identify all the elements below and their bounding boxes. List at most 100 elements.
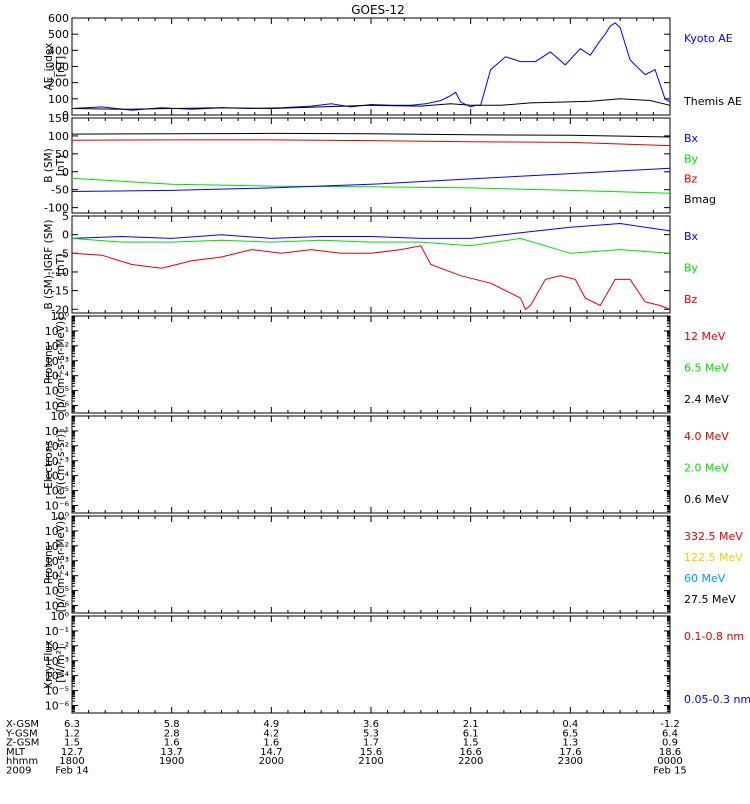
ephemeris-value: 1800 (59, 756, 84, 767)
ephemeris-value: 6.4 (662, 728, 678, 739)
legend-entry: 122.5 MeV (684, 551, 743, 564)
y-axis-label: Xray Flux (43, 640, 55, 689)
y-tick-label: -50 (51, 184, 69, 197)
plot-frame (71, 117, 671, 214)
y-axis-label: [nT] (55, 155, 67, 176)
y-tick-label: 10⁻⁴ (45, 470, 70, 483)
y-tick-label: 10⁻³ (45, 455, 69, 468)
ephemeris-value: 0.4 (562, 719, 578, 730)
legend-entry: 0.6 MeV (684, 493, 729, 506)
ephemeris-row-label: Y-GSM (5, 728, 38, 739)
panel-2: -100 -50 0 50 100 150 B (SM) [nT] Bx By Bz Bmag (43, 112, 716, 215)
y-tick-label: -10 (51, 266, 69, 279)
legend-entry: 4.0 MeV (684, 430, 729, 443)
panel-1: 0 100 200 300 400 500 600 AE_index [nT] Kyoto AE T… (43, 12, 742, 122)
panel-3: -20 -15 -10 -5 0 5 B (SM)-IGRF (SM) [nT] Bx By Bz (43, 210, 699, 316)
y-tick-label: 100 (48, 93, 69, 106)
y-tick-label: 5 (62, 210, 69, 223)
ephemeris-value: Feb 15 (653, 766, 687, 777)
ephemeris-value: 13.7 (161, 747, 183, 758)
y-tick-label: 50 (55, 148, 69, 161)
ephemeris-value: 2200 (458, 756, 483, 767)
ephemeris-value: 5.3 (363, 728, 379, 739)
y-axis-label: [nT] (55, 254, 67, 275)
y-tick-label: -5 (58, 247, 69, 260)
series-line-kyoto-ae (71, 22, 671, 111)
y-axis-label: [nT] (55, 56, 67, 77)
ephemeris-value: 2.8 (164, 728, 180, 739)
y-axis-label: B (SM) (43, 148, 55, 182)
y-tick-label: 10⁰ (51, 610, 70, 623)
chart-title: GOES-12 (351, 3, 405, 17)
ephemeris-value: 2100 (358, 756, 383, 767)
plot-frame (71, 415, 671, 514)
legend-entry: 27.5 MeV (684, 593, 736, 606)
y-tick-label: 10⁻¹ (45, 425, 69, 438)
ephemeris-value: Feb 14 (55, 766, 89, 777)
ephemeris-value: 2300 (558, 756, 583, 767)
y-tick-label: 200 (48, 77, 69, 90)
panel-6: 10⁰ 10⁻¹ 10⁻² 10⁻³ 10⁻⁴ 10⁻⁵ 10⁻⁶ Protons [p/(cm… (43, 510, 743, 614)
y-tick-label: 10⁻⁵ (45, 485, 69, 498)
y-tick-label: 0 (62, 166, 69, 179)
y-tick-label: 10⁻³ (45, 555, 69, 568)
ephemeris-value: 1.6 (164, 738, 180, 749)
ephemeris-value: 18.6 (659, 747, 681, 758)
y-axis-label: Protons (43, 345, 55, 384)
y-tick-label: 10⁻¹ (45, 625, 69, 638)
y-tick-label: 10⁻⁶ (45, 400, 70, 413)
y-tick-label: 150 (48, 112, 69, 125)
ephemeris-value: 1.6 (263, 738, 279, 749)
ephemeris-value: 1900 (159, 756, 184, 767)
y-tick-label: 400 (48, 44, 69, 57)
y-tick-label: 10⁻¹ (45, 525, 69, 538)
legend-entry: 0.1-0.8 nm (684, 630, 744, 643)
series-line-bx (71, 222, 671, 239)
ephemeris-row-label: X-GSM (6, 719, 39, 730)
ephemeris-row-label: MLT (6, 747, 26, 758)
y-tick-label: 10⁻⁵ (45, 385, 69, 398)
plot-frame (71, 17, 671, 116)
ephemeris-value: 3.6 (363, 719, 379, 730)
ephemeris-value: 0.9 (662, 738, 678, 749)
y-tick-label: 500 (48, 28, 69, 41)
series-line-bz (71, 139, 671, 147)
legend-entry: Kyoto AE (684, 32, 733, 45)
y-tick-label: 10⁰ (51, 310, 70, 323)
ephemeris-value: 15.6 (360, 747, 382, 758)
legend-entry: Bx (684, 230, 699, 243)
legend-entry: Bmag (684, 193, 716, 206)
y-tick-label: 10⁻⁴ (45, 670, 70, 683)
ephemeris-value: 5.8 (164, 719, 180, 730)
ephemeris-value: 2.1 (463, 719, 479, 730)
legend-entry: 2.4 MeV (684, 393, 729, 406)
ephemeris-value: -1.2 (660, 719, 680, 730)
y-tick-label: 0 (62, 229, 69, 242)
series-line-bz (71, 245, 671, 311)
y-tick-label: -15 (51, 285, 69, 298)
legend-entry: Bz (684, 293, 698, 306)
y-tick-label: 300 (48, 61, 69, 74)
legend-entry: 6.5 MeV (684, 362, 729, 375)
ephemeris-row-label: Z-GSM (6, 738, 39, 749)
y-axis-label: Protons (43, 545, 55, 584)
ephemeris-row-label: 2009 (6, 766, 31, 777)
legend-entry: By (684, 262, 699, 275)
ephemeris-value: 6.1 (463, 728, 479, 739)
ephemeris-value: 1.7 (363, 738, 379, 749)
y-tick-label: 10⁻⁵ (45, 585, 69, 598)
y-tick-label: 10⁻² (45, 440, 69, 453)
plot-frame (71, 515, 671, 614)
series-line-bmag (71, 132, 671, 138)
legend-entry: 0.05-0.3 nm (684, 693, 750, 706)
legend-entry: 60 MeV (684, 572, 726, 585)
y-tick-label: 0 (62, 109, 69, 122)
ephemeris-value: 6.3 (64, 719, 80, 730)
y-tick-label: -20 (51, 303, 69, 316)
legend-entry: Bx (684, 132, 699, 145)
series-line-bx (71, 167, 671, 192)
y-tick-label: 10⁻⁵ (45, 685, 69, 698)
y-axis-label: AE_index (43, 43, 55, 91)
y-tick-label: 10⁻¹ (45, 325, 69, 338)
ephemeris-value: 0000 (657, 756, 682, 767)
